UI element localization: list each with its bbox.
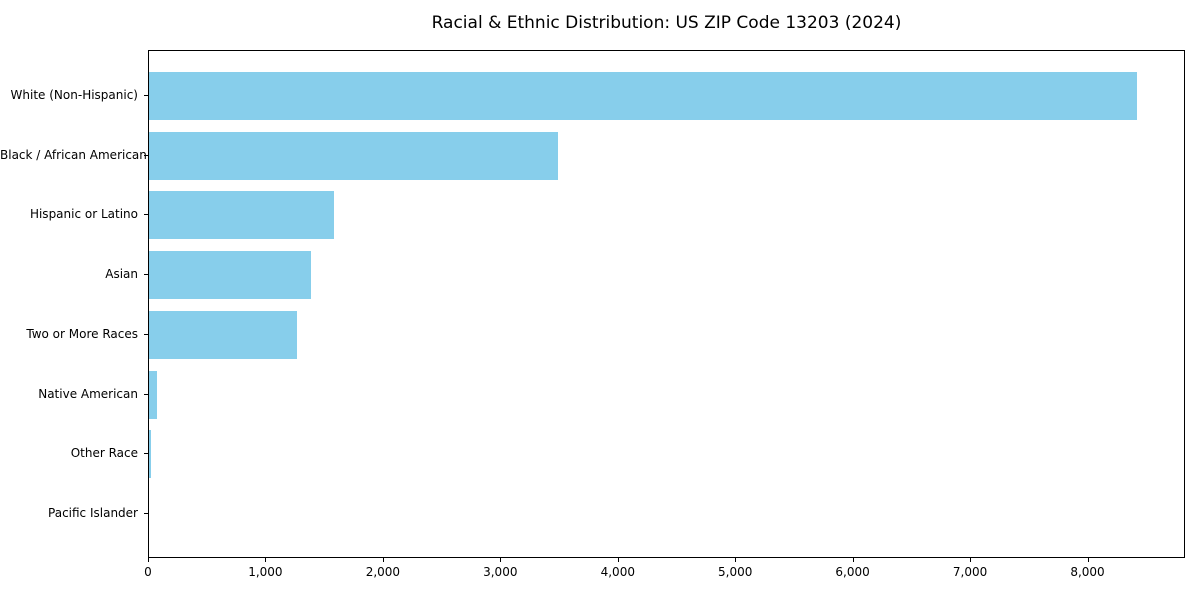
x-tick-mark <box>500 558 502 562</box>
x-tick-mark <box>1087 558 1089 562</box>
x-tick-label: 0 <box>144 565 152 579</box>
y-tick-mark <box>144 333 148 335</box>
y-axis-label: White (Non-Hispanic) <box>10 87 138 102</box>
y-tick-mark <box>144 393 148 395</box>
y-axis-label: Hispanic or Latino <box>29 207 138 222</box>
bar-other-race <box>149 430 152 479</box>
y-tick-mark <box>144 214 148 216</box>
y-tick-mark <box>144 453 148 455</box>
y-axis-label: Other Race <box>70 446 138 461</box>
x-tick-label: 3,000 <box>483 565 518 579</box>
y-axis-label: Asian <box>105 267 138 282</box>
x-tick-label: 1,000 <box>248 565 283 579</box>
x-tick-mark <box>735 558 737 562</box>
bar-black-african-american <box>149 131 559 180</box>
x-tick-label: 7,000 <box>952 565 988 579</box>
plot-area <box>148 50 1185 558</box>
y-axis-label: Black / African American <box>0 147 147 162</box>
x-tick-mark <box>265 558 267 562</box>
y-tick-mark <box>144 154 148 156</box>
y-axis-label: Pacific Islander <box>48 506 138 521</box>
x-tick-label: 6,000 <box>835 565 870 579</box>
y-axis-label: Two or More Races <box>26 326 138 341</box>
bar-white-non-hispanic <box>149 71 1138 120</box>
x-tick-label: 5,000 <box>718 565 753 579</box>
chart-title: Racial & Ethnic Distribution: US ZIP Cod… <box>431 13 902 33</box>
x-tick-mark <box>970 558 972 562</box>
x-tick-mark <box>148 558 149 562</box>
y-axis-label: Native American <box>38 386 138 401</box>
bar-two-or-more-races <box>149 310 297 359</box>
x-tick-label: 8,000 <box>1070 565 1105 579</box>
y-tick-mark <box>144 513 148 515</box>
bar-native-american <box>149 370 157 419</box>
x-tick-mark <box>382 558 384 562</box>
y-tick-mark <box>144 94 148 96</box>
y-tick-mark <box>144 274 148 276</box>
x-tick-label: 4,000 <box>600 565 635 579</box>
x-tick-mark <box>617 558 619 562</box>
bar-asian <box>149 251 311 300</box>
x-tick-label: 2,000 <box>365 565 401 579</box>
x-tick-mark <box>852 558 854 562</box>
bar-hispanic-or-latino <box>149 191 334 240</box>
